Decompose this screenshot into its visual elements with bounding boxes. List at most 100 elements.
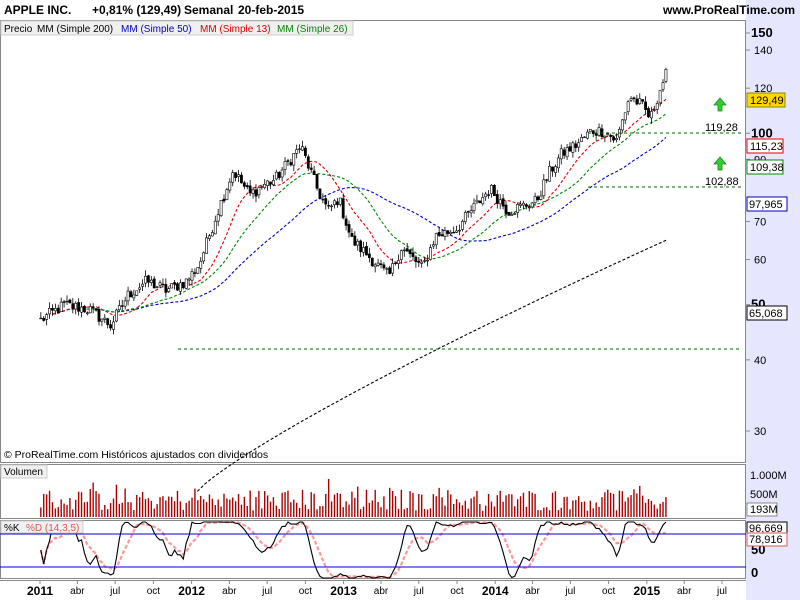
- price-candle: [655, 100, 659, 114]
- indicator-ma200[interactable]: MM (Simple 200): [37, 24, 113, 35]
- price-candle: [609, 133, 613, 143]
- price-candle: [51, 304, 54, 316]
- price-candle: [527, 204, 531, 212]
- stoch-d-label: %D (14,3,5): [26, 523, 79, 534]
- price-candle: [161, 278, 165, 288]
- volume-label-bg: [0, 464, 48, 479]
- price-candle: [210, 229, 214, 237]
- price-candle: [120, 299, 124, 311]
- ma50-value: 97,965: [749, 199, 783, 211]
- price-candle: [272, 174, 275, 187]
- price-candle: [48, 302, 51, 319]
- price-candle: [59, 297, 63, 312]
- x-tick-label: abr: [677, 586, 692, 597]
- price-candle: [635, 94, 639, 106]
- volume-last-badge: [746, 502, 778, 517]
- price-candle: [475, 194, 479, 205]
- ma26-value: 109,38: [750, 162, 784, 174]
- price-candle: [62, 299, 66, 308]
- indicator-price[interactable]: Precio: [4, 24, 33, 35]
- x-tick-label: oct: [147, 586, 161, 597]
- price-candle: [266, 180, 270, 191]
- price-candle: [626, 100, 630, 116]
- price-candle: [554, 164, 557, 177]
- price-candle: [213, 215, 217, 235]
- price-candle: [495, 189, 499, 209]
- ma50-line-layer: [52, 136, 667, 315]
- price-candle: [402, 247, 406, 257]
- price-axis-labels: 150140120100907060504030: [746, 25, 773, 438]
- price-candle: [289, 158, 293, 167]
- price-candle: [295, 144, 299, 159]
- stoch-d-value: 78,916: [749, 534, 783, 546]
- header-site[interactable]: www.ProRealTime.com: [662, 3, 795, 17]
- price-candle: [664, 67, 668, 84]
- stochastic-layer: [39, 520, 667, 579]
- price-candle: [414, 255, 418, 268]
- volume-last-value: 193M: [750, 504, 778, 516]
- price-candle: [251, 187, 255, 199]
- price-candle: [187, 277, 191, 286]
- price-candle: [429, 244, 432, 261]
- price-candle: [615, 133, 618, 143]
- price-candle: [152, 276, 156, 289]
- price-candle: [481, 192, 485, 206]
- x-tick-label: oct: [299, 586, 313, 597]
- price-candle: [77, 298, 81, 316]
- indicator-ma26[interactable]: MM (Simple 26): [277, 24, 348, 35]
- price-candle: [112, 315, 115, 335]
- price-candle: [542, 174, 546, 200]
- up-arrow-icon: [713, 156, 727, 171]
- stoch-k-line: [40, 521, 667, 579]
- price-candle: [359, 239, 363, 258]
- resistance-level-label: 119,28: [705, 122, 738, 134]
- price-candle: [330, 204, 333, 212]
- price-candle: [94, 308, 98, 312]
- last-price-badge: [746, 92, 786, 108]
- price-candle: [501, 194, 505, 210]
- price-candle: [530, 201, 534, 209]
- price-candle: [347, 220, 351, 238]
- x-tick-label: 2013: [330, 584, 357, 598]
- x-tick-label: oct: [602, 586, 616, 597]
- x-tick-label: abr: [222, 586, 237, 597]
- ma50-line: [52, 136, 667, 315]
- up-arrow-icon: [713, 97, 727, 112]
- x-tick-label: jul: [261, 586, 272, 597]
- price-candle: [568, 142, 572, 152]
- price-candle: [97, 306, 101, 326]
- stochastic-panel-frame: [0, 520, 746, 579]
- ma200-line-layer: [197, 239, 668, 492]
- ma26-line-layer: [52, 113, 667, 315]
- volume-bars-layer: [40, 478, 667, 517]
- price-tick-label: 120: [754, 83, 772, 95]
- price-candle: [132, 289, 136, 301]
- price-candle: [184, 278, 188, 290]
- price-candle: [385, 266, 389, 275]
- price-candle: [658, 89, 662, 107]
- price-candle: [647, 106, 650, 119]
- price-candle: [423, 256, 427, 264]
- price-candle: [83, 304, 86, 313]
- indicator-ma50[interactable]: MM (Simple 50): [121, 24, 192, 35]
- indicator-legend-bg: [0, 20, 354, 36]
- price-candle: [312, 165, 316, 175]
- price-candle: [53, 303, 57, 315]
- price-tick-label: 30: [754, 426, 766, 438]
- price-candle: [315, 174, 319, 191]
- price-candle: [583, 136, 586, 139]
- price-candle: [327, 200, 331, 209]
- price-tick-label: 140: [754, 45, 772, 57]
- indicator-ma13[interactable]: MM (Simple 13): [200, 24, 271, 35]
- price-candle: [324, 195, 328, 210]
- price-panel-frame: [0, 20, 746, 463]
- price-candle: [149, 276, 153, 286]
- price-candle: [440, 230, 444, 237]
- price-candle: [452, 226, 456, 234]
- price-candle: [164, 278, 168, 298]
- price-candle: [178, 279, 182, 295]
- price-candle: [484, 191, 488, 201]
- price-candle: [356, 238, 360, 251]
- price-candle: [399, 249, 403, 264]
- price-candle: [237, 170, 240, 183]
